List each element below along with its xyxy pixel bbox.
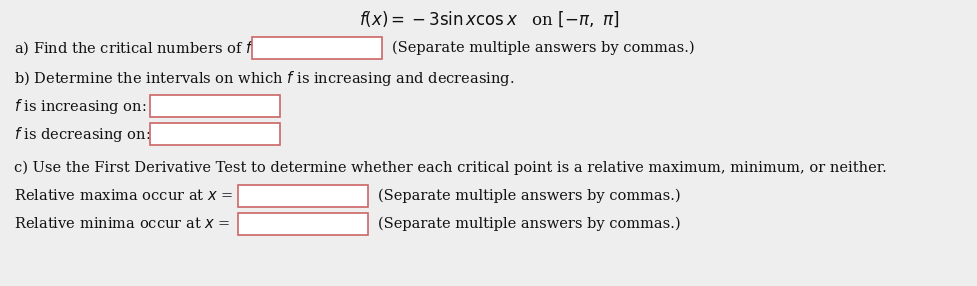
Text: $f(x) = -3\sin x\cos x$   on $[-\pi,\ \pi]$: $f(x) = -3\sin x\cos x$ on $[-\pi,\ \pi]…	[359, 9, 618, 29]
FancyBboxPatch shape	[149, 123, 279, 145]
Text: (Separate multiple answers by commas.): (Separate multiple answers by commas.)	[378, 189, 680, 203]
Text: a) Find the critical numbers of $f$.: a) Find the critical numbers of $f$.	[14, 39, 255, 57]
FancyBboxPatch shape	[237, 185, 367, 207]
FancyBboxPatch shape	[237, 213, 367, 235]
FancyBboxPatch shape	[149, 95, 279, 117]
FancyBboxPatch shape	[252, 37, 382, 59]
Text: Relative minima occur at $x$ =: Relative minima occur at $x$ =	[14, 217, 231, 231]
Text: $f$ is increasing on:: $f$ is increasing on:	[14, 96, 147, 116]
Text: Relative maxima occur at $x$ =: Relative maxima occur at $x$ =	[14, 188, 234, 204]
Text: (Separate multiple answers by commas.): (Separate multiple answers by commas.)	[378, 217, 680, 231]
Text: (Separate multiple answers by commas.): (Separate multiple answers by commas.)	[392, 41, 694, 55]
Text: $f$ is decreasing on:: $f$ is decreasing on:	[14, 124, 150, 144]
Text: b) Determine the intervals on which $f$ is increasing and decreasing.: b) Determine the intervals on which $f$ …	[14, 69, 514, 88]
Text: c) Use the First Derivative Test to determine whether each critical point is a r: c) Use the First Derivative Test to dete…	[14, 161, 886, 175]
